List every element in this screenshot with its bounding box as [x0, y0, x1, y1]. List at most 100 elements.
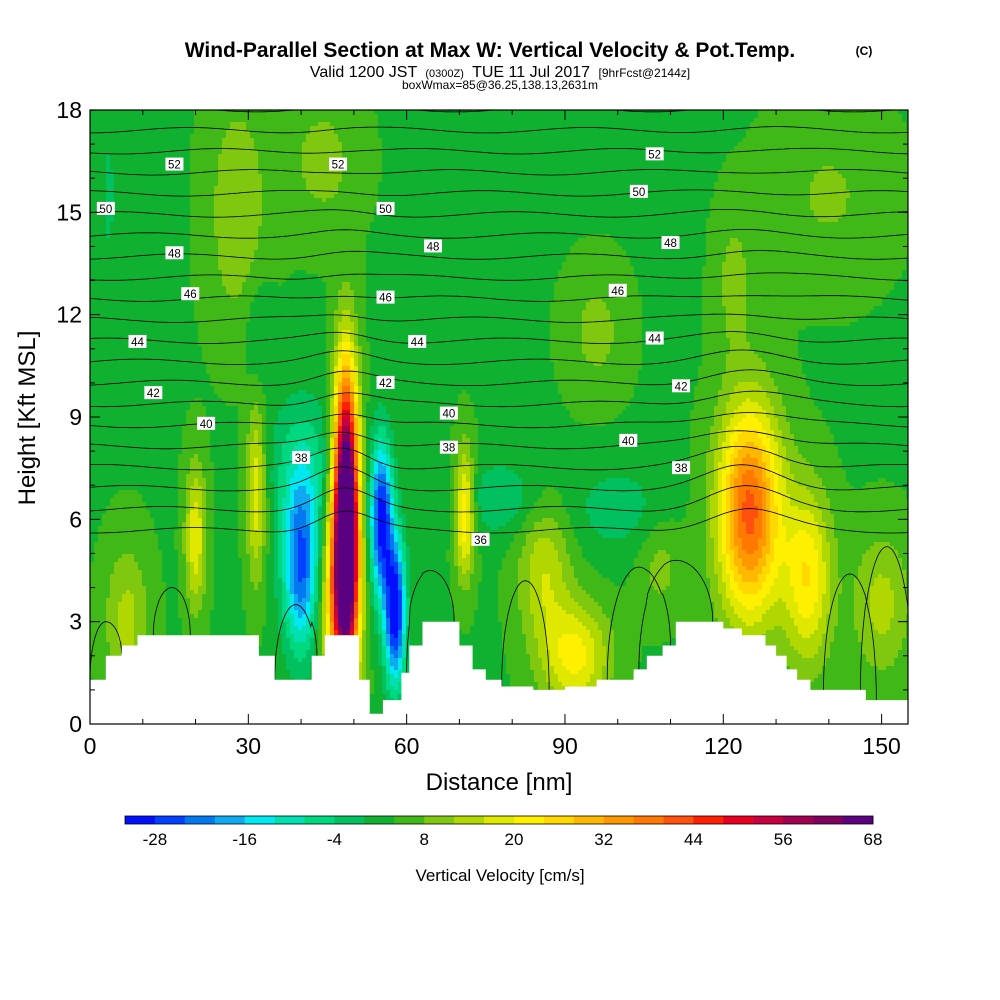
velocity-cell	[626, 130, 631, 135]
velocity-cell	[150, 130, 155, 135]
velocity-cell	[166, 134, 171, 139]
velocity-cell	[294, 150, 299, 155]
velocity-cell	[606, 114, 611, 119]
velocity-cell	[350, 146, 355, 151]
velocity-cell	[618, 118, 623, 123]
velocity-cell	[398, 142, 403, 147]
velocity-cell	[874, 122, 879, 127]
velocity-cell	[522, 130, 527, 135]
velocity-cell	[762, 138, 767, 143]
velocity-cell	[722, 118, 727, 123]
velocity-cell	[446, 134, 451, 139]
velocity-cell	[386, 138, 391, 143]
velocity-cell	[722, 122, 727, 127]
velocity-cell	[602, 146, 607, 151]
velocity-cell	[250, 154, 255, 159]
velocity-cell	[246, 134, 251, 139]
velocity-cell	[410, 118, 415, 123]
velocity-cell	[394, 134, 399, 139]
velocity-cell	[738, 118, 743, 123]
velocity-cell	[330, 130, 335, 135]
velocity-cell	[410, 150, 415, 155]
velocity-cell	[242, 158, 247, 163]
velocity-cell	[302, 122, 307, 127]
velocity-cell	[882, 134, 887, 139]
velocity-cell	[490, 146, 495, 151]
velocity-cell	[282, 154, 287, 159]
velocity-cell	[378, 130, 383, 135]
velocity-cell	[722, 134, 727, 139]
velocity-cell	[754, 110, 759, 115]
velocity-cell	[842, 110, 847, 115]
velocity-cell	[770, 122, 775, 127]
velocity-cell	[354, 146, 359, 151]
velocity-cell	[866, 150, 871, 155]
velocity-cell	[530, 134, 535, 139]
velocity-cell	[306, 150, 311, 155]
velocity-cell	[702, 150, 707, 155]
velocity-cell	[570, 126, 575, 131]
velocity-cell	[302, 150, 307, 155]
velocity-cell	[198, 154, 203, 159]
velocity-cell	[794, 114, 799, 119]
velocity-cell	[718, 110, 723, 115]
velocity-cell	[674, 146, 679, 151]
velocity-cell	[254, 142, 259, 147]
velocity-cell	[306, 114, 311, 119]
velocity-cell	[398, 110, 403, 115]
velocity-cell	[854, 138, 859, 143]
velocity-cell	[454, 126, 459, 131]
velocity-cell	[826, 130, 831, 135]
velocity-cell	[630, 118, 635, 123]
velocity-cell	[498, 154, 503, 159]
velocity-cell	[646, 122, 651, 127]
velocity-cell	[686, 154, 691, 159]
velocity-cell	[890, 110, 895, 115]
velocity-cell	[174, 126, 179, 131]
velocity-cell	[358, 114, 363, 119]
velocity-cell	[242, 138, 247, 143]
velocity-cell	[678, 134, 683, 139]
velocity-cell	[342, 122, 347, 127]
velocity-cell	[778, 118, 783, 123]
velocity-cell	[134, 146, 139, 151]
velocity-cell	[518, 118, 523, 123]
velocity-cell	[874, 146, 879, 151]
velocity-cell	[426, 154, 431, 159]
velocity-cell	[414, 158, 419, 163]
velocity-cell	[318, 158, 323, 163]
velocity-cell	[446, 142, 451, 147]
velocity-cell	[374, 110, 379, 115]
velocity-cell	[890, 146, 895, 151]
velocity-cell	[434, 138, 439, 143]
velocity-cell	[614, 134, 619, 139]
velocity-cell	[198, 150, 203, 155]
velocity-cell	[110, 126, 115, 131]
velocity-cell	[118, 114, 123, 119]
velocity-cell	[370, 142, 375, 147]
velocity-cell	[726, 114, 731, 119]
velocity-cell	[686, 118, 691, 123]
velocity-cell	[882, 114, 887, 119]
velocity-cell	[690, 146, 695, 151]
velocity-cell	[454, 142, 459, 147]
velocity-cell	[174, 110, 179, 115]
velocity-cell	[334, 118, 339, 123]
velocity-cell	[742, 142, 747, 147]
velocity-cell	[814, 118, 819, 123]
velocity-cell	[746, 146, 751, 151]
velocity-cell	[490, 142, 495, 147]
velocity-cell	[126, 138, 131, 143]
velocity-cell	[290, 114, 295, 119]
velocity-cell	[298, 150, 303, 155]
velocity-cell	[350, 134, 355, 139]
velocity-cell	[542, 138, 547, 143]
velocity-cell	[714, 118, 719, 123]
velocity-cell	[882, 146, 887, 151]
velocity-cell	[538, 134, 543, 139]
velocity-cell	[98, 110, 103, 115]
velocity-cell	[750, 118, 755, 123]
velocity-cell	[530, 138, 535, 143]
velocity-cell	[754, 142, 759, 147]
velocity-cell	[102, 110, 107, 115]
